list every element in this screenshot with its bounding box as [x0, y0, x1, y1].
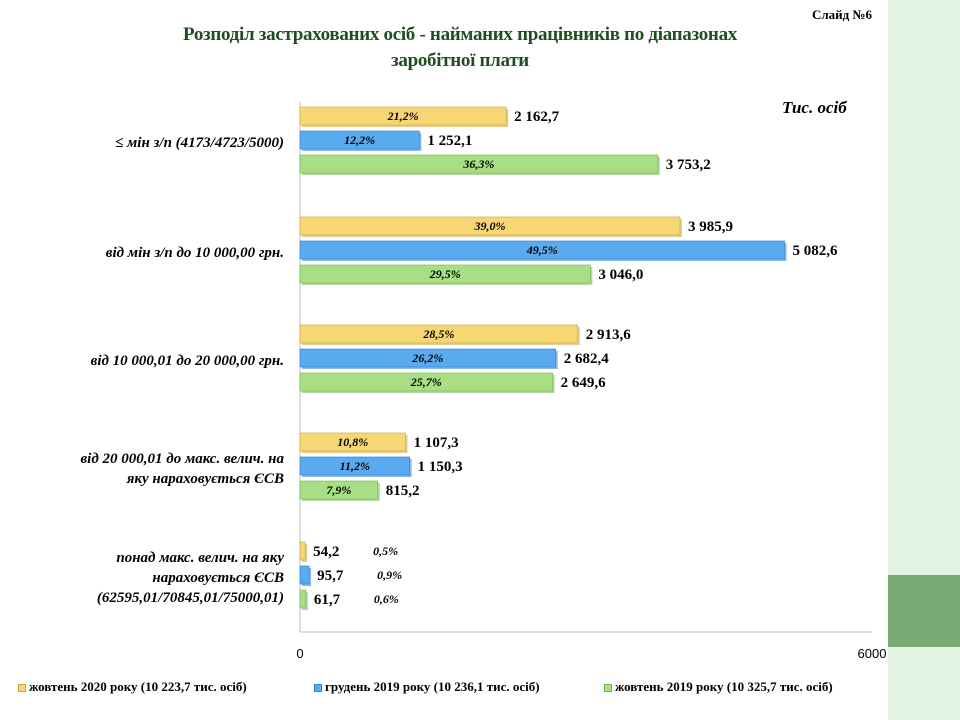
- legend-text: жовтень 2020 року (10 223,7 тис. осіб): [29, 679, 247, 694]
- percent-label: 28,5%: [422, 327, 454, 341]
- side-decoration-square: [888, 575, 960, 647]
- slide-number: Слайд №6: [812, 7, 873, 22]
- value-label: 3 985,9: [688, 219, 733, 235]
- percent-label: 25,7%: [410, 375, 442, 389]
- legend-item: грудень 2019 року (10 236,1 тис. осіб): [314, 679, 540, 695]
- value-label: 2 913,6: [586, 327, 632, 343]
- percent-label: 0,9%: [377, 568, 402, 582]
- x-tick-label: 6000: [858, 646, 887, 661]
- bar: [299, 480, 379, 500]
- percent-label: 26,2%: [411, 351, 443, 365]
- category-label: від мін з/п до 10 000,00 грн.: [14, 243, 284, 263]
- value-label: 1 252,1: [427, 133, 472, 149]
- value-label: 2 682,4: [564, 351, 610, 367]
- category-label-line: ≤ мін з/п (4173/4723/5000): [115, 135, 284, 151]
- bar: [299, 456, 410, 476]
- unit-label: Тис. осіб: [782, 98, 847, 117]
- percent-label: 7,9%: [326, 483, 351, 497]
- category-label-line: від 20 000,01 до макс. велич. на: [80, 451, 284, 467]
- bar: [299, 372, 553, 392]
- bar: [299, 589, 307, 609]
- value-label: 815,2: [386, 483, 420, 499]
- chart-title-line-1: Розподіл застрахованих осіб - найманих п…: [183, 24, 737, 45]
- percent-label: 12,2%: [344, 133, 375, 147]
- category-label-line: (62595,01/70845,01/75000,01): [96, 590, 284, 606]
- value-label: 1 150,3: [418, 459, 463, 475]
- value-label: 54,2: [313, 544, 339, 560]
- bar: [299, 130, 420, 150]
- value-label: 3 753,2: [666, 157, 711, 173]
- bar-chart: 0 6000 2 162,7 21,2% 3 985,9 39,0% 2 913,6 28,5…: [296, 102, 887, 661]
- legend-item: жовтень 2019 року (10 325,7 тис. осіб): [604, 679, 833, 695]
- category-label: понад макс. велич. на яку нараховується Є…: [14, 548, 284, 608]
- legend-swatch: [18, 684, 26, 693]
- legend-text: грудень 2019 року (10 236,1 тис. осіб): [325, 679, 540, 694]
- category-label-line: нараховується ЄСВ: [152, 570, 284, 586]
- bar: [299, 348, 557, 368]
- legend-item: жовтень 2020 року (10 223,7 тис. осіб): [18, 679, 247, 695]
- value-label: 5 082,6: [793, 243, 839, 259]
- percent-label: 21,2%: [387, 109, 419, 123]
- bar: [299, 216, 681, 236]
- bar: [299, 154, 659, 174]
- category-label-line: яку нараховується ЄСВ: [126, 471, 284, 487]
- bar: [299, 240, 785, 260]
- percent-label: 29,5%: [429, 267, 461, 281]
- percent-label: 49,5%: [526, 243, 558, 257]
- value-label: 2 162,7: [514, 109, 560, 125]
- bar: [299, 432, 406, 452]
- value-label: 1 107,3: [414, 435, 459, 451]
- value-label: 3 046,0: [598, 267, 643, 283]
- legend-swatch: [314, 684, 322, 693]
- legend-text: жовтень 2019 року (10 325,7 тис. осіб): [615, 679, 833, 694]
- value-label: 95,7: [317, 568, 344, 584]
- x-tick-label: 0: [296, 646, 303, 661]
- chart-title-line-2: заробітної плати: [391, 50, 529, 71]
- category-label-line: від 10 000,01 до 20 000,00 грн.: [90, 353, 284, 369]
- bar: [299, 324, 579, 344]
- percent-label: 11,2%: [340, 459, 370, 473]
- category-label-line: понад макс. велич. на яку: [116, 550, 284, 566]
- percent-label: 0,6%: [374, 592, 399, 606]
- category-label: від 10 000,01 до 20 000,00 грн.: [14, 351, 284, 371]
- bar: [299, 106, 507, 126]
- chart-title: Розподіл застрахованих осіб - найманих п…: [120, 22, 800, 74]
- bar: [299, 565, 310, 585]
- category-label: від 20 000,01 до макс. велич. на яку нара…: [14, 449, 284, 489]
- percent-label: 0,5%: [373, 544, 398, 558]
- percent-label: 36,3%: [462, 157, 494, 171]
- percent-label: 10,8%: [337, 435, 368, 449]
- value-label: 2 649,6: [561, 375, 607, 391]
- legend-swatch: [604, 684, 612, 693]
- value-label: 61,7: [314, 592, 341, 608]
- bar: [299, 541, 306, 561]
- bar: [299, 264, 591, 284]
- category-label-line: від мін з/п до 10 000,00 грн.: [105, 245, 284, 261]
- category-label: ≤ мін з/п (4173/4723/5000): [14, 133, 284, 153]
- percent-label: 39,0%: [473, 219, 505, 233]
